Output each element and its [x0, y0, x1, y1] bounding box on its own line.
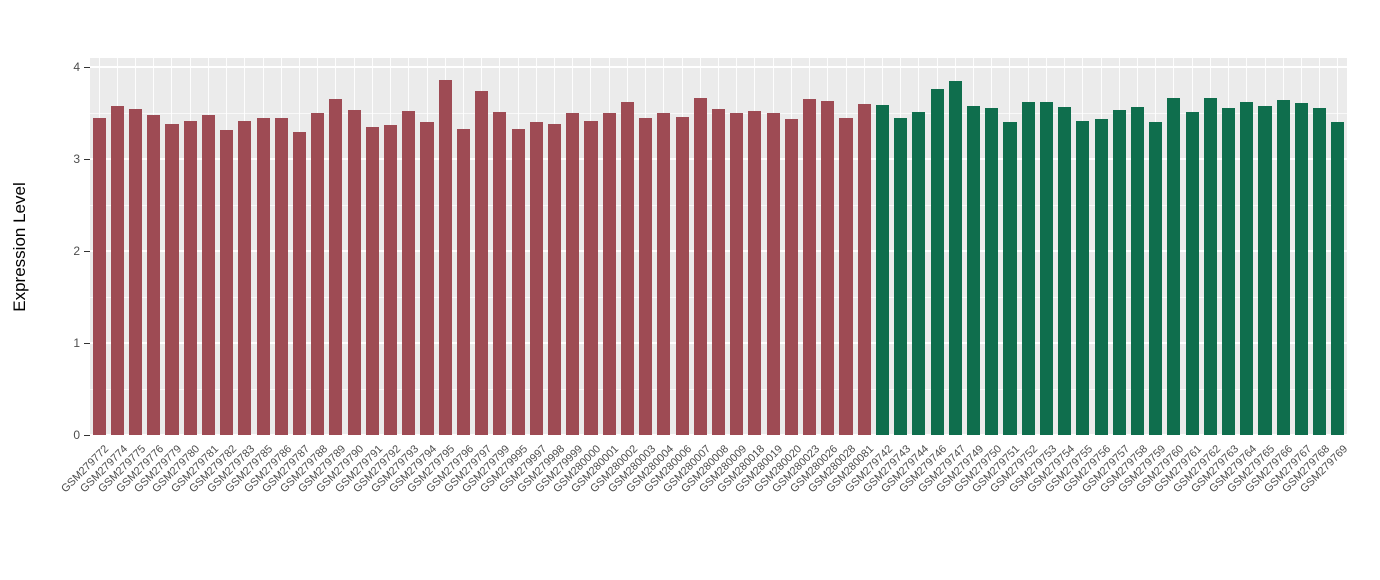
bar-GSM279791 [365, 126, 379, 435]
y-tick-label: 3 [73, 152, 80, 167]
bar-GSM279789 [329, 99, 343, 435]
bar-GSM279757 [1112, 110, 1126, 435]
bar-GSM279785 [256, 117, 270, 435]
bar-GSM279755 [1076, 120, 1090, 435]
bar-GSM279752 [1021, 102, 1035, 435]
bar-GSM279746 [930, 89, 944, 435]
bar-GSM279744 [912, 112, 926, 435]
bar-GSM279799 [493, 112, 507, 435]
major-gridline [90, 66, 1347, 69]
bar-GSM279759 [1149, 122, 1163, 435]
bar-GSM280020 [784, 118, 798, 435]
bar-GSM279750 [985, 107, 999, 435]
bar-GSM279788 [311, 113, 325, 435]
bar-GSM280019 [766, 113, 780, 435]
bar-GSM280028 [839, 117, 853, 435]
bar-GSM279782 [220, 129, 234, 435]
y-tick-mark [84, 159, 90, 161]
y-tick-mark [84, 251, 90, 253]
bar-GSM279776 [147, 115, 161, 435]
bar-GSM280026 [821, 101, 835, 435]
bar-GSM279787 [292, 131, 307, 435]
bar-GSM279774 [110, 105, 124, 435]
bar-GSM279769 [1331, 122, 1345, 435]
bar-GSM279763 [1222, 107, 1236, 435]
bar-GSM279995 [511, 128, 525, 435]
bar-GSM279766 [1276, 100, 1290, 435]
bar-GSM279781 [201, 115, 215, 435]
bar-GSM280081 [857, 103, 871, 435]
y-tick-label: 4 [73, 60, 80, 75]
bar-GSM279758 [1130, 106, 1145, 435]
bar-GSM279768 [1313, 107, 1327, 435]
bar-GSM280007 [693, 97, 707, 435]
bar-GSM279793 [402, 111, 416, 435]
y-tick-mark [84, 67, 90, 69]
bar-GSM280018 [748, 111, 762, 435]
bar-GSM279761 [1185, 112, 1199, 435]
bar-GSM280003 [639, 117, 653, 435]
y-tick-mark [84, 343, 90, 345]
bar-GSM279743 [894, 117, 908, 435]
bar-GSM280009 [730, 113, 744, 435]
bar-GSM279756 [1094, 118, 1108, 435]
bar-GSM279760 [1167, 97, 1181, 435]
bar-GSM279999 [566, 113, 580, 435]
bar-GSM279772 [92, 117, 106, 435]
plot-panel [90, 58, 1347, 435]
bar-GSM279749 [966, 105, 981, 435]
bar-GSM279790 [347, 110, 361, 435]
bar-GSM279797 [475, 91, 489, 435]
bar-GSM279764 [1240, 102, 1254, 435]
bar-GSM280001 [602, 113, 616, 435]
bar-GSM279795 [438, 80, 452, 435]
bar-GSM280006 [675, 116, 689, 435]
bar-GSM279783 [238, 120, 252, 435]
bar-GSM279997 [529, 122, 543, 435]
bar-GSM279794 [420, 122, 434, 435]
bar-GSM279780 [183, 120, 197, 435]
bar-GSM279998 [547, 124, 562, 435]
bar-GSM279792 [384, 125, 398, 435]
bar-GSM279742 [875, 104, 889, 435]
bar-GSM280002 [620, 102, 634, 435]
bar-GSM279753 [1039, 102, 1053, 435]
bar-GSM280008 [711, 109, 726, 435]
bar-GSM279762 [1203, 97, 1217, 435]
y-tick-label: 0 [73, 428, 80, 442]
bar-GSM279779 [165, 124, 179, 435]
bar-GSM279767 [1294, 103, 1308, 435]
bar-GSM279754 [1058, 106, 1072, 435]
y-tick-label: 2 [73, 244, 80, 259]
bar-GSM280004 [657, 113, 671, 435]
bar-GSM279765 [1258, 105, 1272, 435]
bar-GSM280000 [584, 120, 598, 435]
y-tick-label: 1 [73, 336, 80, 351]
bar-GSM279775 [128, 108, 143, 435]
bar-GSM279796 [456, 128, 470, 435]
bar-GSM279786 [274, 117, 288, 435]
bar-GSM280023 [803, 99, 817, 435]
bar-GSM279751 [1003, 122, 1017, 435]
y-tick-mark [84, 435, 90, 436]
y-axis-title: Expression Level [10, 181, 29, 312]
bar-GSM279747 [948, 80, 962, 435]
